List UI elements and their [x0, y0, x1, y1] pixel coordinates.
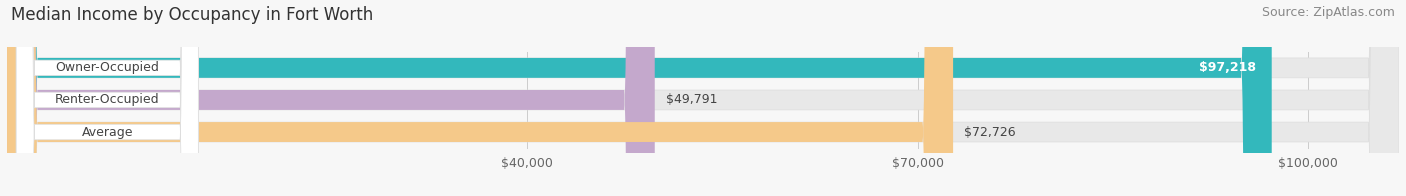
Text: $49,791: $49,791 — [666, 93, 717, 106]
FancyBboxPatch shape — [17, 0, 198, 196]
Text: Median Income by Occupancy in Fort Worth: Median Income by Occupancy in Fort Worth — [11, 6, 374, 24]
FancyBboxPatch shape — [7, 0, 1399, 196]
FancyBboxPatch shape — [17, 0, 198, 196]
Text: Owner-Occupied: Owner-Occupied — [55, 61, 159, 74]
Text: Average: Average — [82, 125, 134, 139]
FancyBboxPatch shape — [7, 0, 1271, 196]
FancyBboxPatch shape — [7, 0, 1399, 196]
FancyBboxPatch shape — [7, 0, 655, 196]
FancyBboxPatch shape — [7, 0, 1399, 196]
FancyBboxPatch shape — [7, 0, 953, 196]
Text: Source: ZipAtlas.com: Source: ZipAtlas.com — [1261, 6, 1395, 19]
Text: $72,726: $72,726 — [965, 125, 1017, 139]
Text: $97,218: $97,218 — [1199, 61, 1257, 74]
FancyBboxPatch shape — [17, 0, 198, 196]
Text: Renter-Occupied: Renter-Occupied — [55, 93, 160, 106]
